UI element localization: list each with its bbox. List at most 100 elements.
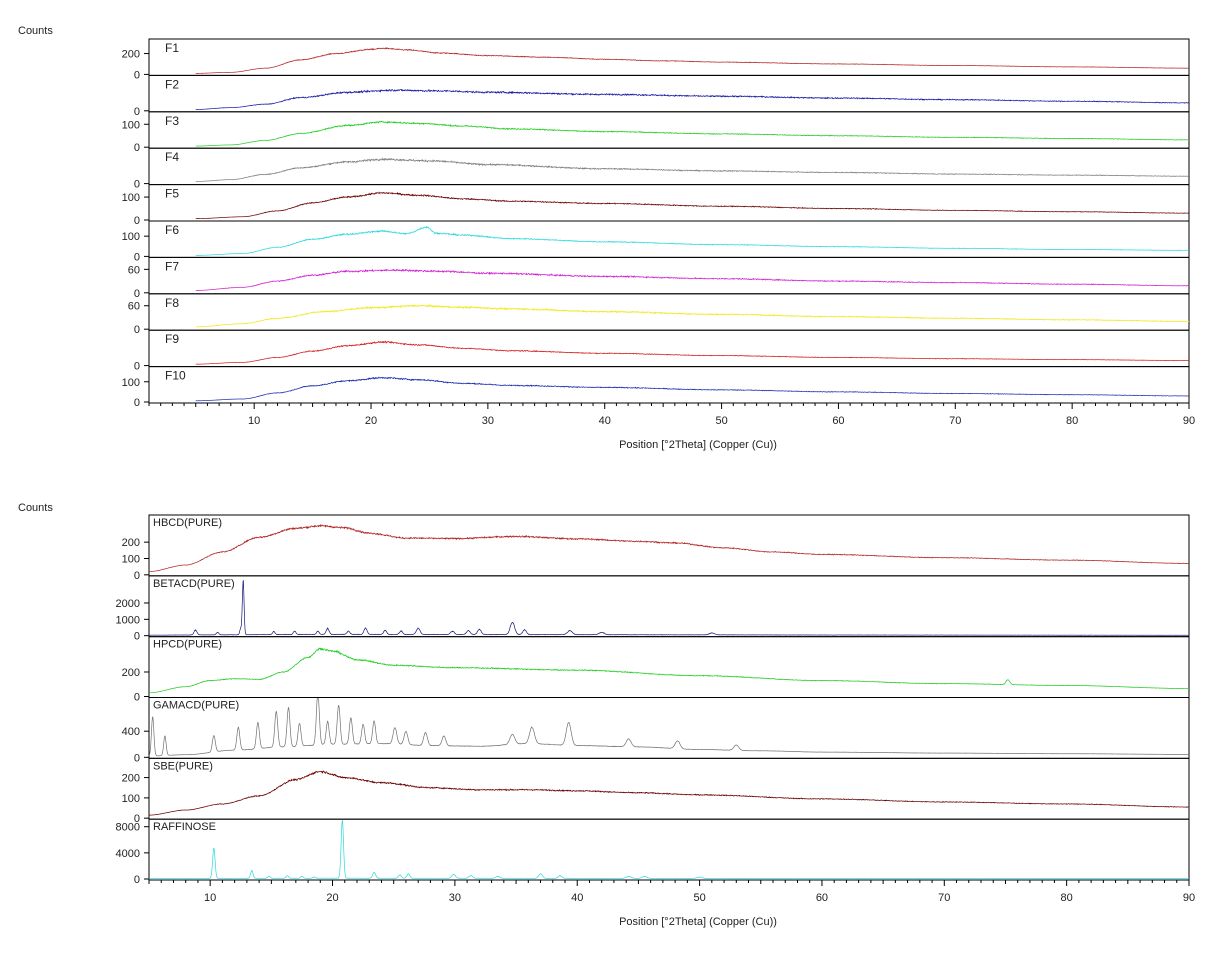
panel-gamacd-pure: 0 400 GAMACD(PURE): [122, 697, 1190, 764]
xtick-label-pure-components-50: 50: [693, 892, 705, 904]
series-line-raffinose: [148, 819, 1190, 880]
xtick-label-formulations-40: 40: [599, 415, 611, 427]
ytick-label-f6-100: 100: [122, 231, 140, 243]
series-line-gamacd-pure: [148, 698, 1190, 757]
xtick-label-pure-components-70: 70: [938, 892, 950, 904]
series-label-hbcd-pure: HBCD(PURE): [153, 517, 222, 529]
ytick-label-betacd-pure-2000: 2000: [116, 598, 140, 610]
ytick-label-f7-60: 60: [128, 264, 140, 276]
series-line-f6: [195, 226, 1190, 256]
ytick-label-f8-60: 60: [128, 301, 140, 313]
ytick-label-raffinose-0: 0: [134, 874, 140, 886]
xtick-label-formulations-70: 70: [949, 415, 961, 427]
chart-pure-components: Counts 0100200HBCD(PURE)010002000BETACD(…: [18, 502, 1195, 928]
series-line-hbcd-pure: [148, 524, 1190, 572]
series-label-gamacd-pure: GAMACD(PURE): [153, 700, 239, 712]
series-line-hpcd-pure: [148, 647, 1190, 694]
series-line-f5: [195, 191, 1190, 220]
series-line-f9: [195, 340, 1190, 365]
series-label-betacd-pure: BETACD(PURE): [153, 578, 235, 590]
ytick-label-f4-0: 0: [134, 179, 140, 191]
ytick-label-gamacd-pure-400: 400: [122, 726, 140, 738]
chart-pure-components-xlabel: Position [°2Theta] (Copper (Cu)): [619, 916, 777, 928]
ytick-label-f8-0: 0: [134, 324, 140, 336]
panel-f10: 0 100 F10: [122, 366, 1190, 409]
panel-frame-f10: [148, 366, 1190, 404]
ytick-label-sbe-pure-200: 200: [122, 773, 140, 785]
panel-frame-raffinose: [148, 818, 1190, 881]
chart-pure-components-x-axis: 10 20 30 40 50 60 70 80 90: [148, 880, 1195, 904]
panel-betacd-pure: 0 1000 2000 BETACD(PURE): [116, 575, 1190, 643]
series-line-f4: [195, 157, 1190, 182]
ytick-label-f3-0: 0: [134, 142, 140, 154]
xtick-label-formulations-90: 90: [1183, 415, 1195, 427]
ytick-label-f10-0: 0: [134, 397, 140, 409]
ytick-label-f10-100: 100: [122, 377, 140, 389]
xtick-label-pure-components-80: 80: [1061, 892, 1073, 904]
series-label-f9: F9: [165, 332, 179, 346]
ytick-label-betacd-pure-0: 0: [134, 631, 140, 643]
xtick-label-formulations-30: 30: [482, 415, 494, 427]
xtick-label-pure-components-30: 30: [449, 892, 461, 904]
series-label-f2: F2: [165, 77, 179, 91]
chart-pure-components-panels: 0100200HBCD(PURE)010002000BETACD(PURE)02…: [116, 514, 1190, 886]
ytick-label-hpcd-pure-0: 0: [134, 692, 140, 704]
ytick-label-f6-0: 0: [134, 251, 140, 263]
series-label-f3: F3: [165, 114, 179, 128]
series-line-betacd-pure: [148, 580, 1190, 636]
ytick-label-gamacd-pure-0: 0: [134, 752, 140, 764]
xtick-label-formulations-20: 20: [365, 415, 377, 427]
chart-formulations-xlabel: Position [°2Theta] (Copper (Cu)): [619, 439, 777, 451]
series-label-f5: F5: [165, 187, 179, 201]
chart-formulations-ylabel: Counts: [18, 25, 53, 37]
series-label-hpcd-pure: HPCD(PURE): [153, 639, 222, 651]
ytick-label-f5-100: 100: [122, 192, 140, 204]
ytick-label-betacd-pure-1000: 1000: [116, 614, 140, 626]
series-label-f8: F8: [165, 296, 179, 310]
xtick-label-pure-components-10: 10: [204, 892, 216, 904]
series-line-sbe-pure: [148, 770, 1190, 816]
ytick-label-f3-100: 100: [122, 119, 140, 131]
series-line-f10: [195, 376, 1190, 402]
ytick-label-f1-0: 0: [134, 69, 140, 81]
xtick-label-pure-components-40: 40: [571, 892, 583, 904]
series-label-f7: F7: [165, 259, 179, 273]
chart-formulations-x-axis: 10 20 30 40 50 60 70 80 90: [148, 403, 1195, 427]
series-line-f7: [195, 268, 1190, 291]
ytick-label-hpcd-pure-200: 200: [122, 667, 140, 679]
chart-pure-components-ylabel: Counts: [18, 502, 53, 514]
ytick-label-hbcd-pure-100: 100: [122, 553, 140, 565]
series-label-raffinose: RAFFINOSE: [153, 821, 216, 833]
series-label-f10: F10: [165, 369, 186, 383]
series-label-f6: F6: [165, 223, 179, 237]
xtick-label-pure-components-90: 90: [1183, 892, 1195, 904]
series-label-f4: F4: [165, 150, 179, 164]
series-line-f2: [195, 89, 1190, 110]
ytick-label-raffinose-8000: 8000: [116, 822, 140, 834]
xtick-label-formulations-80: 80: [1066, 415, 1078, 427]
ytick-label-f9-0: 0: [134, 361, 140, 373]
ytick-label-hbcd-pure-0: 0: [134, 570, 140, 582]
panel-raffinose: 0 4000 8000 RAFFINOSE: [116, 818, 1190, 886]
xtick-label-formulations-50: 50: [715, 415, 727, 427]
ytick-label-sbe-pure-100: 100: [122, 793, 140, 805]
ytick-label-sbe-pure-0: 0: [134, 813, 140, 825]
series-label-f1: F1: [165, 41, 179, 55]
xtick-label-formulations-60: 60: [832, 415, 844, 427]
series-line-f8: [195, 304, 1190, 328]
panel-f1: 0 200 F1: [122, 38, 1190, 81]
xtick-label-pure-components-20: 20: [326, 892, 338, 904]
ytick-label-f7-0: 0: [134, 288, 140, 300]
ytick-label-f1-200: 200: [122, 49, 140, 61]
xtick-label-pure-components-60: 60: [816, 892, 828, 904]
ytick-label-f2-0: 0: [134, 106, 140, 118]
ytick-label-raffinose-4000: 4000: [116, 848, 140, 860]
ytick-label-hbcd-pure-200: 200: [122, 537, 140, 549]
series-label-sbe-pure: SBE(PURE): [153, 760, 213, 772]
series-line-f1: [195, 47, 1190, 74]
series-line-f3: [195, 120, 1190, 147]
